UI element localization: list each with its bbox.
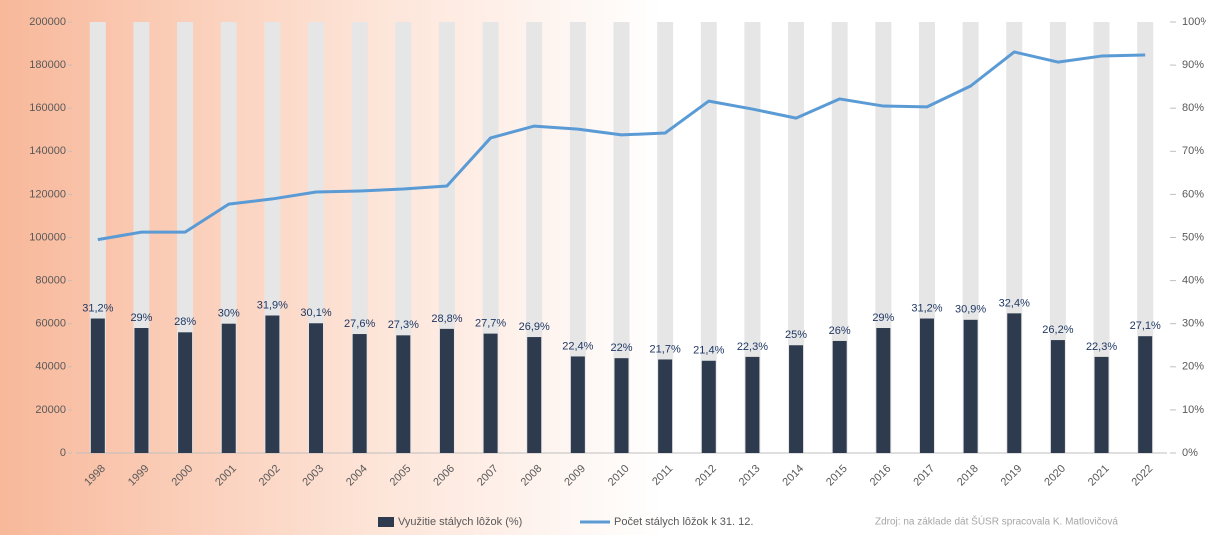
- bar: [963, 319, 978, 453]
- bar: [483, 333, 498, 453]
- data-label: 27,3%: [388, 319, 419, 331]
- data-label: 27,1%: [1130, 320, 1161, 332]
- column-background: [744, 22, 761, 453]
- y-tick-label: 40000: [35, 361, 66, 373]
- y2-tick-label: 40%: [1182, 275, 1204, 287]
- bar: [876, 328, 891, 453]
- data-label: 29%: [872, 312, 894, 324]
- bar: [90, 318, 105, 453]
- y-tick-label: 80000: [35, 275, 66, 287]
- data-label: 30,1%: [300, 307, 331, 319]
- bar: [832, 340, 847, 453]
- annotation: Zdroj: na základe dát ŠÚSR spracovala K.…: [875, 515, 1118, 528]
- column-background: [613, 22, 630, 453]
- data-label: 26,2%: [1042, 324, 1073, 336]
- data-label: 21,4%: [693, 345, 724, 357]
- bar: [919, 318, 934, 453]
- data-label: 28%: [174, 316, 196, 328]
- y-tick-label: 180000: [29, 59, 66, 71]
- bar: [614, 358, 629, 453]
- y-tick-label: 200000: [29, 16, 66, 28]
- column-background: [700, 22, 717, 453]
- y-tick-label: 120000: [29, 188, 66, 200]
- legend-label: Počet stálych lôžok k 31. 12.: [614, 516, 753, 528]
- bar: [527, 337, 542, 453]
- data-label: 22,3%: [1086, 341, 1117, 353]
- y-tick-label: 60000: [35, 318, 66, 330]
- data-label: 30%: [218, 308, 240, 320]
- line: [97, 50, 1146, 242]
- y-tick-label: 20000: [35, 404, 66, 416]
- data-label: 22,4%: [562, 340, 593, 352]
- data-label: 27,6%: [344, 318, 375, 330]
- y2-tick-label: 70%: [1182, 145, 1204, 157]
- bar: [658, 359, 673, 453]
- bar: [570, 356, 585, 453]
- data-label: 31,2%: [911, 302, 942, 314]
- data-label: 31,9%: [257, 299, 288, 311]
- data-label: 27,7%: [475, 318, 506, 330]
- y2-tick-label: 60%: [1182, 188, 1204, 200]
- bar: [439, 328, 454, 453]
- bar: [309, 323, 324, 453]
- y-tick-label: 0: [60, 447, 66, 459]
- y2-tick-label: 20%: [1182, 361, 1204, 373]
- y-tick-label: 140000: [29, 145, 66, 157]
- y-tick-label: 100000: [29, 231, 66, 243]
- bar: [265, 315, 280, 453]
- data-label: 26,9%: [519, 321, 550, 333]
- data-label: 32,4%: [999, 297, 1030, 309]
- data-label: 22%: [610, 342, 632, 354]
- y2-tick-label: 90%: [1182, 59, 1204, 71]
- bar: [701, 360, 716, 453]
- data-label: 22,3%: [737, 341, 768, 353]
- bar: [789, 345, 804, 453]
- data-label: 26%: [829, 325, 851, 337]
- bar: [352, 334, 367, 453]
- bar: [1094, 356, 1109, 453]
- bar: [1050, 340, 1065, 453]
- bar: [1138, 336, 1153, 453]
- bar: [745, 356, 760, 453]
- bar: [396, 335, 411, 453]
- bar: [221, 323, 236, 453]
- data-label: 25%: [785, 329, 807, 341]
- y2-tick-label: 0%: [1182, 447, 1198, 459]
- data-label: 21,7%: [650, 343, 681, 355]
- y2-tick-label: 30%: [1182, 318, 1204, 330]
- y-tick-label: 160000: [29, 102, 66, 114]
- data-label: 29%: [130, 312, 152, 324]
- data-label: 31,2%: [82, 302, 113, 314]
- bar: [1007, 313, 1022, 453]
- data-label: 30,9%: [955, 304, 986, 316]
- bar: [178, 332, 193, 453]
- y2-tick-label: 50%: [1182, 231, 1204, 243]
- y2-tick-label: 100%: [1182, 16, 1206, 28]
- data-label: 28,8%: [431, 313, 462, 325]
- bar: [134, 328, 149, 453]
- column-background: [1093, 22, 1110, 453]
- y2-tick-label: 10%: [1182, 404, 1204, 416]
- y2-tick-label: 80%: [1182, 102, 1204, 114]
- legend-swatch: [378, 517, 394, 527]
- legend-label: Využitie stálych lôžok (%): [398, 516, 522, 528]
